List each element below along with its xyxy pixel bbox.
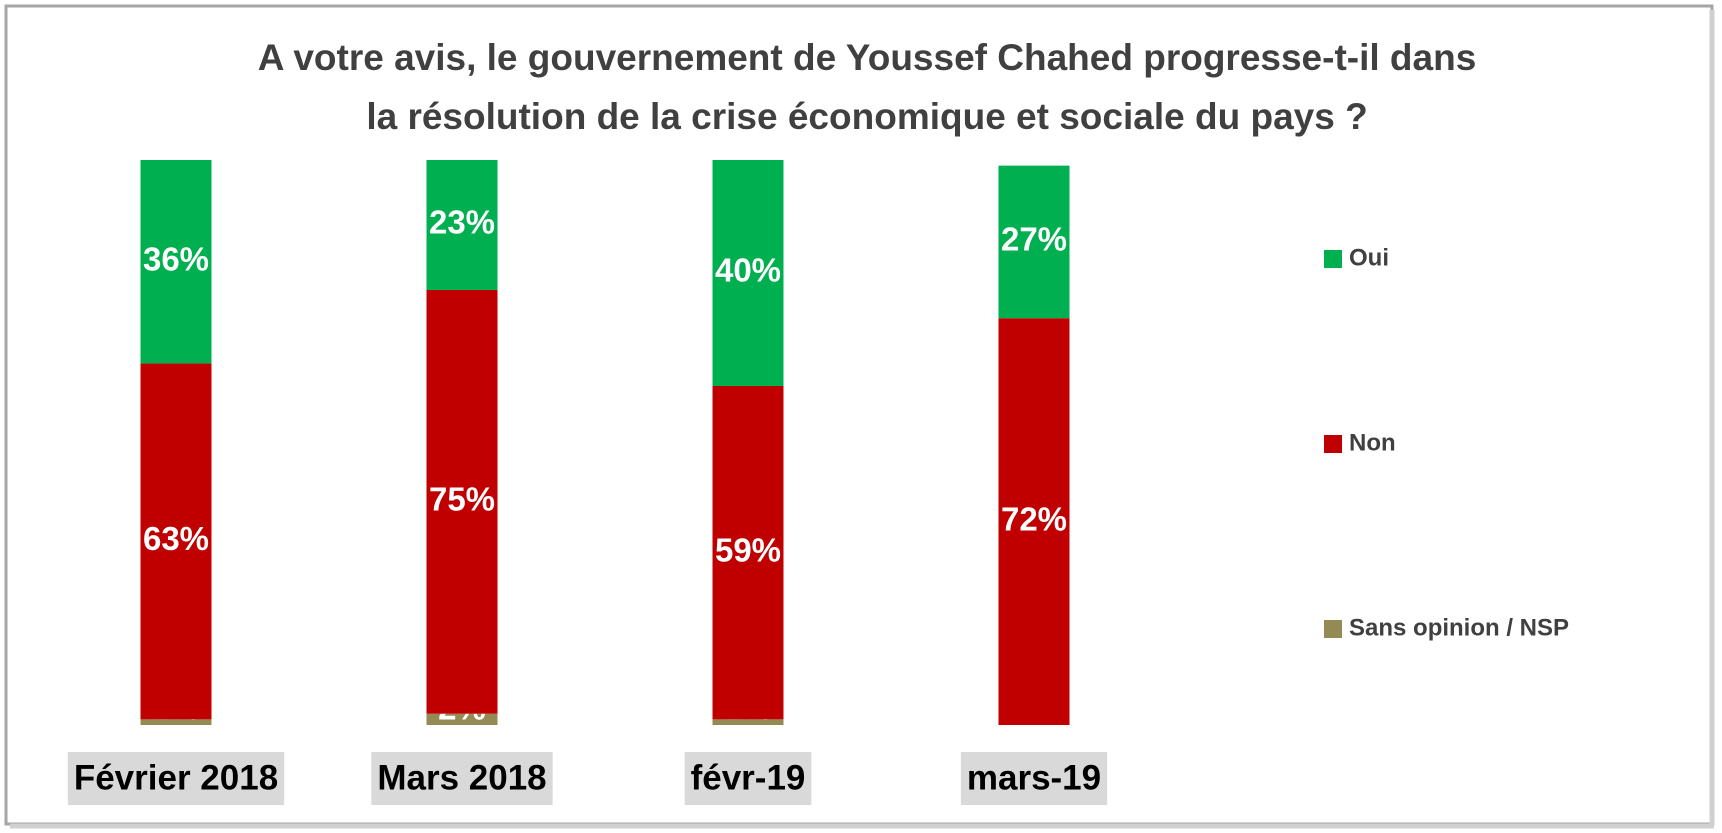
data-label: 75% [429,481,495,518]
bar-segment [140,363,212,720]
data-label: 36% [143,240,209,277]
data-label: 40% [715,252,781,289]
bar-segment [426,160,498,290]
x-tick-label-bg [960,752,1108,805]
x-tick-label: Février 2018 [74,758,278,797]
bar-segment [426,289,498,714]
data-label: 59% [715,531,781,568]
frame [4,4,1714,826]
legend-swatch [1324,435,1342,453]
bar-segment [712,160,784,386]
x-tick-label: mars-19 [967,758,1101,797]
legend-label: Non [1349,429,1396,456]
legend-label: Sans opinion / NSP [1349,614,1569,641]
bar-segment [998,165,1070,319]
legend-label: Oui [1349,244,1389,271]
chart-title: la résolution de la crise économique et … [366,96,1367,137]
bar-segment [426,713,498,725]
data-label: 27% [1001,221,1067,258]
x-tick-label: févr-19 [691,758,806,797]
x-tick-label: Mars 2018 [377,758,546,797]
data-label: 23% [429,204,495,241]
bar-segment [140,160,212,364]
legend-swatch [1324,250,1342,268]
x-tick-label-bg [371,752,553,805]
bar-segment [712,386,784,720]
chart-title: A votre avis, le gouvernement de Youssef… [258,37,1477,78]
data-label: 72% [1001,500,1067,537]
data-label: 63% [143,520,209,557]
bar-segment [998,318,1070,725]
legend-swatch [1324,620,1342,638]
bar-segment [712,719,784,725]
x-tick-label-bg [67,752,285,805]
bar-segment [140,719,212,725]
x-tick-label-bg [684,752,812,805]
